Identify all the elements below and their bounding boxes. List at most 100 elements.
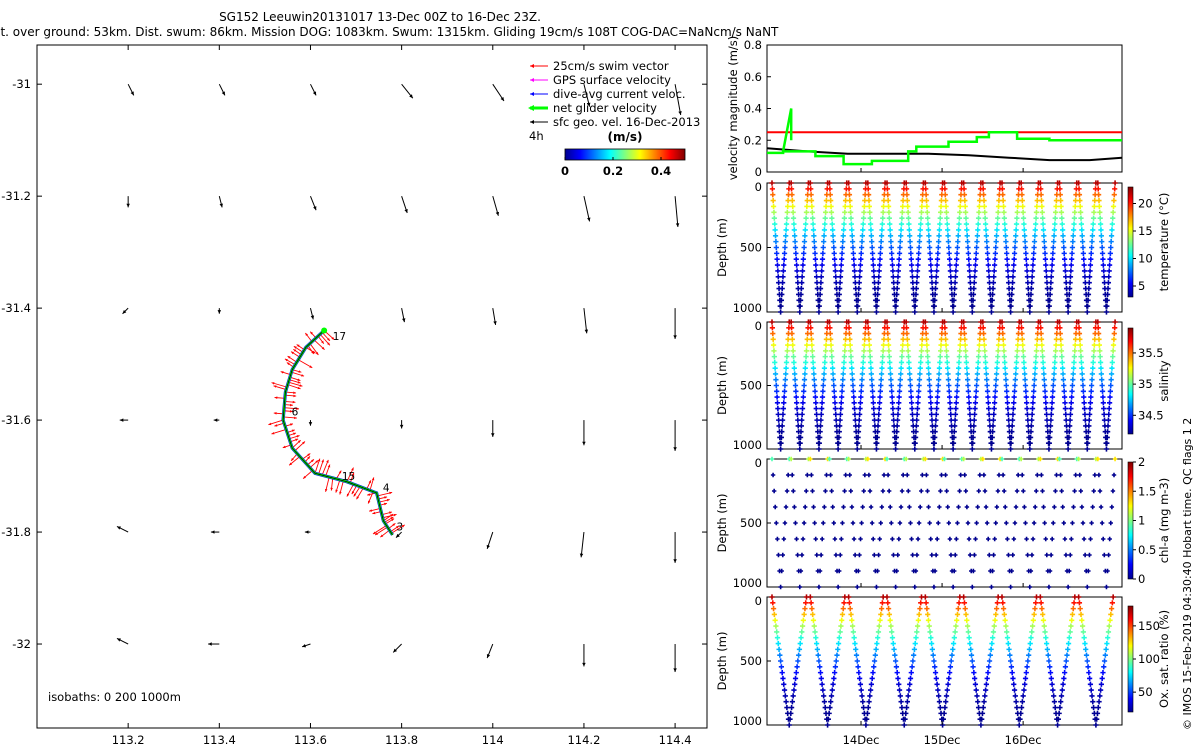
salinity-point — [855, 440, 861, 446]
temperature-point — [781, 262, 787, 268]
salinity-point — [1108, 377, 1114, 383]
chlorophyll-point — [910, 552, 915, 558]
salinity-point — [803, 354, 809, 360]
oxygen-point — [788, 710, 794, 716]
salinity-point — [850, 382, 856, 389]
oxygen-point — [964, 623, 971, 629]
oxygen-point — [1089, 693, 1095, 699]
oxygen-point — [925, 611, 931, 618]
temperature-point — [801, 239, 808, 245]
salinity-point — [938, 348, 944, 354]
chlorophyll-profiles — [769, 456, 1118, 590]
temperature-point — [1085, 291, 1092, 298]
chlorophyll-point — [1067, 568, 1072, 574]
salinity-point — [923, 330, 929, 337]
salinity-point — [928, 400, 934, 406]
temperature-point — [1011, 262, 1017, 268]
chlorophyll-point — [1098, 504, 1104, 510]
salinity-point — [808, 330, 814, 337]
chlorophyll-point — [933, 552, 939, 558]
salinity-point — [937, 354, 943, 360]
map-ytick-label: -32 — [12, 637, 31, 651]
chlorophyll-point — [943, 472, 948, 478]
temperature-point — [1082, 274, 1088, 280]
salinity-point — [961, 330, 968, 337]
salinity-point — [925, 365, 932, 371]
temperature-point — [820, 244, 826, 251]
salinity-point — [951, 429, 957, 435]
salinity-point — [944, 359, 950, 366]
salinity-point — [869, 388, 876, 394]
temperature-point — [855, 303, 861, 309]
oxygen-point — [948, 658, 954, 664]
temperature-point — [933, 280, 939, 286]
chlorophyll-point — [813, 536, 818, 542]
oxygen-point — [821, 699, 828, 705]
salinity-point — [781, 394, 787, 400]
temperature-point — [819, 256, 826, 262]
oxygen-point — [922, 594, 928, 600]
temperature-point — [975, 221, 981, 227]
oxygen-point — [1010, 675, 1016, 682]
map-xtick-label: 114.4 — [659, 733, 692, 747]
swim-vector — [273, 411, 284, 415]
oxygen-point — [1024, 664, 1030, 670]
chlorophyll-point — [880, 488, 886, 494]
temperature-point — [1010, 268, 1016, 274]
oxygen-point — [982, 693, 988, 699]
salinity-point — [876, 411, 882, 417]
temperature-point — [1051, 239, 1057, 245]
salinity-point — [926, 377, 932, 383]
temperature-point — [967, 274, 973, 280]
temperature-point — [855, 291, 862, 298]
oxygen-point — [1076, 594, 1082, 600]
salinity-point — [858, 388, 864, 394]
salinity-point — [866, 336, 872, 342]
swim-vector — [378, 498, 390, 503]
oxygen-point — [1093, 722, 1099, 728]
salinity-point — [1095, 319, 1101, 325]
geo-vector — [116, 526, 129, 533]
temperature-point — [970, 303, 976, 309]
chlorophyll-point — [827, 456, 832, 462]
temperature-point — [812, 244, 818, 251]
chlorophyll-point — [1013, 504, 1019, 510]
temperature-profiles — [769, 180, 1118, 315]
temperature-point — [1034, 203, 1040, 210]
oxygen-point — [778, 658, 784, 664]
geo-vector — [583, 84, 591, 107]
temperature-point — [879, 227, 885, 233]
salinity-point — [964, 371, 970, 377]
temperature-point — [1068, 262, 1074, 268]
temperature-point — [1029, 280, 1035, 286]
temperature-point — [1097, 215, 1103, 221]
oxygen-point — [868, 687, 874, 693]
chlorophyll-point — [872, 552, 877, 558]
temperature-point — [866, 203, 873, 210]
chlorophyll-point — [945, 504, 950, 510]
temperature-point — [934, 262, 940, 268]
salinity-point — [1029, 411, 1035, 417]
chlorophyll-point — [1032, 504, 1038, 510]
temperature-point — [931, 309, 937, 315]
salinity-point — [1022, 371, 1028, 377]
temperature-point — [984, 239, 990, 245]
salinity-point — [890, 405, 896, 412]
track-line — [282, 330, 393, 536]
oxygen-point — [961, 600, 968, 606]
temperature-point — [770, 192, 776, 198]
swim-vector — [273, 385, 287, 391]
chlorophyll-point — [1015, 472, 1021, 478]
geo-vector — [210, 530, 220, 534]
chlorophyll-point — [1110, 488, 1116, 494]
temperature-point — [1020, 203, 1026, 210]
oxygen-point — [1040, 611, 1046, 618]
salinity-point — [992, 394, 998, 400]
temperature-point — [1072, 203, 1078, 210]
temperature-point — [894, 280, 901, 286]
swim-vector — [285, 394, 297, 398]
temperature-point — [983, 227, 989, 233]
swim-vector — [288, 456, 301, 466]
glider-track — [281, 327, 394, 536]
